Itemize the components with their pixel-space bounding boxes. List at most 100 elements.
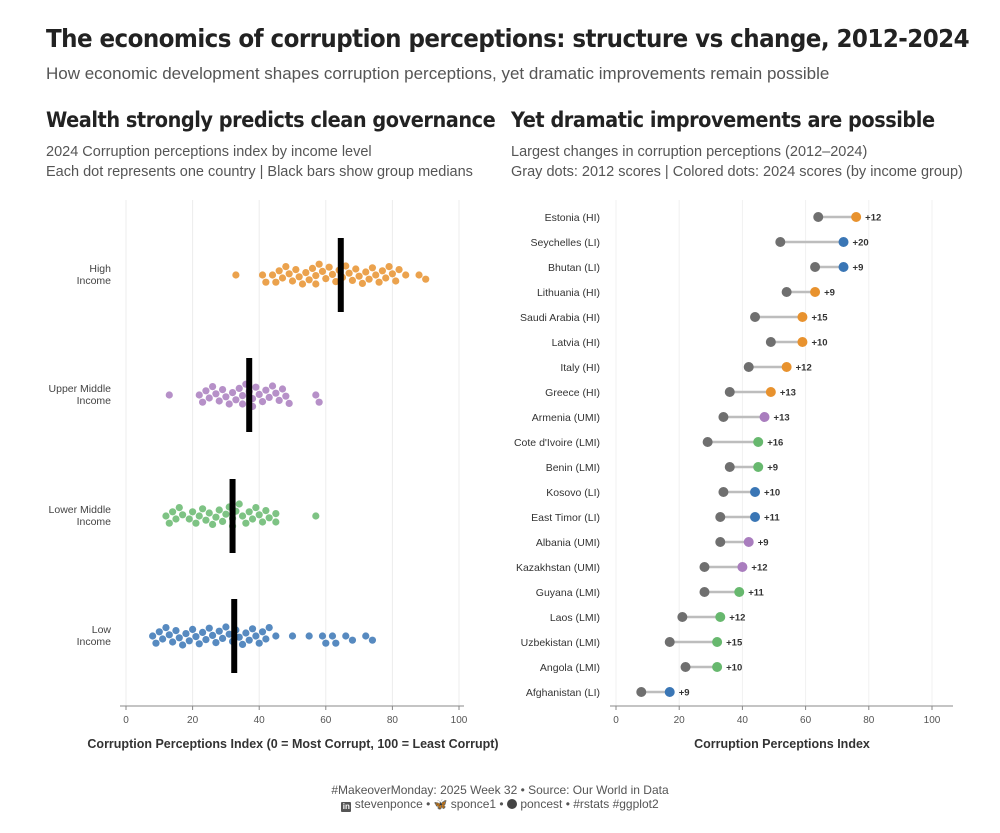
beeswarm-dot <box>265 624 273 632</box>
caption-line-2: in stevenponce • 🦋 sponce1 • poncest • #… <box>0 797 1000 812</box>
left-gridlines <box>125 200 460 706</box>
left-tick-label: 60 <box>320 715 332 726</box>
start-dot-2012 <box>664 637 675 647</box>
right-tick-label: 40 <box>737 715 749 726</box>
beeswarm-dot <box>245 508 253 516</box>
end-dot-2024 <box>750 487 761 497</box>
end-dot-2024 <box>753 437 764 447</box>
beeswarm-dot <box>385 263 393 271</box>
beeswarm-dot <box>355 272 363 280</box>
bluesky-icon: 🦋 <box>433 799 448 811</box>
row-label: Albania (UMI) <box>536 537 600 549</box>
beeswarm-dot <box>195 512 203 520</box>
row-label: Greece (HI) <box>545 387 600 399</box>
right-tick-label: 80 <box>863 715 875 726</box>
beeswarm-dot <box>315 260 323 268</box>
beeswarm-dot <box>395 266 403 274</box>
beeswarm-dot <box>235 633 243 641</box>
beeswarm-dot <box>348 276 357 284</box>
beeswarm-dot <box>422 275 430 283</box>
beeswarm-dot <box>222 623 230 631</box>
beeswarm-dot <box>175 504 183 512</box>
beeswarm-dot <box>165 391 173 399</box>
right-gridlines <box>615 200 933 706</box>
end-dot-2024 <box>759 412 770 422</box>
row-label: Latvia (HI) <box>552 337 600 349</box>
beeswarm-dot <box>292 266 300 274</box>
beeswarm-dot <box>235 500 243 508</box>
beeswarm-dot <box>162 512 170 520</box>
beeswarm-dot <box>205 394 213 402</box>
change-label: +12 <box>796 363 812 374</box>
beeswarm-dot <box>212 639 220 647</box>
beeswarm-dot <box>348 636 357 644</box>
beeswarm-dot <box>218 634 227 643</box>
beeswarm-dot <box>302 269 310 277</box>
beeswarm-dot <box>255 639 263 647</box>
left-panel-subtitle-1: 2024 Corruption perceptions index by inc… <box>46 144 372 160</box>
beeswarm-dot <box>252 632 260 640</box>
caption-tags: #rstats #ggplot2 <box>573 797 659 811</box>
caption-sep-2: • <box>499 797 504 811</box>
row-label: Angola (LMI) <box>540 662 600 674</box>
change-label: +9 <box>758 538 769 549</box>
beeswarm-dot <box>218 517 227 526</box>
end-dot-2024 <box>712 662 723 672</box>
caption-sep-3: • <box>565 797 570 811</box>
beeswarm-dot <box>368 636 377 644</box>
beeswarm-dot <box>298 280 307 288</box>
beeswarm-dot <box>275 396 283 404</box>
left-tick-label: 40 <box>254 715 266 726</box>
caption-sep-1: • <box>426 797 431 811</box>
beeswarm-dot <box>345 269 353 277</box>
start-dot-2012 <box>699 562 710 572</box>
beeswarm-dot <box>322 639 330 647</box>
beeswarm-dot <box>225 400 233 408</box>
caption-line-1: #MakeoverMonday: 2025 Week 32 • Source: … <box>331 783 669 797</box>
end-dot-2024 <box>712 637 723 647</box>
beeswarm-dot <box>372 271 380 279</box>
beeswarm-dot <box>328 632 337 640</box>
start-dot-2012 <box>724 387 735 397</box>
beeswarm-dot <box>169 638 177 646</box>
right-tick-label: 60 <box>800 715 812 726</box>
row-label: Italy (HI) <box>560 362 600 374</box>
beeswarm-dot <box>242 629 250 637</box>
beeswarm-dot <box>285 270 293 278</box>
beeswarm-dot <box>208 631 217 640</box>
beeswarm-dot <box>179 641 187 649</box>
group-label: High <box>89 263 111 275</box>
beeswarm-dot <box>238 512 247 520</box>
change-label: +9 <box>824 288 835 299</box>
beeswarm-dot <box>242 519 250 527</box>
group-label: Upper Middle <box>49 383 112 395</box>
beeswarm-dot <box>258 628 267 636</box>
row-label: East Timor (LI) <box>531 512 600 524</box>
change-label: +12 <box>729 613 745 624</box>
end-dot-2024 <box>838 237 849 247</box>
left-panel-subtitle-2: Each dot represents one country | Black … <box>46 164 473 180</box>
beeswarm-dot <box>255 390 263 398</box>
beeswarm-dot <box>202 387 210 395</box>
row-label: Saudi Arabia (HI) <box>520 312 600 324</box>
beeswarm-dot <box>222 510 230 518</box>
beeswarm-dot <box>352 265 360 273</box>
beeswarm-dot <box>238 640 247 649</box>
start-dot-2012 <box>743 362 754 372</box>
beeswarm-dot <box>328 270 337 278</box>
end-dot-2024 <box>743 537 754 547</box>
beeswarm-dot <box>198 628 207 637</box>
beeswarm-dot <box>182 630 190 638</box>
group-label: Lower Middle <box>49 504 112 516</box>
beeswarm-dot <box>272 518 280 526</box>
beeswarm-dot <box>318 267 327 275</box>
left-medians <box>229 238 344 673</box>
beeswarm-dot <box>282 263 290 271</box>
start-dot-2012 <box>765 337 776 347</box>
beeswarm-dot <box>152 639 160 647</box>
beeswarm-dot <box>295 273 303 281</box>
beeswarm-dot <box>268 382 277 390</box>
beeswarm-dot <box>362 268 370 276</box>
beeswarm-dot <box>208 520 217 529</box>
right-tick-label: 0 <box>613 715 619 726</box>
